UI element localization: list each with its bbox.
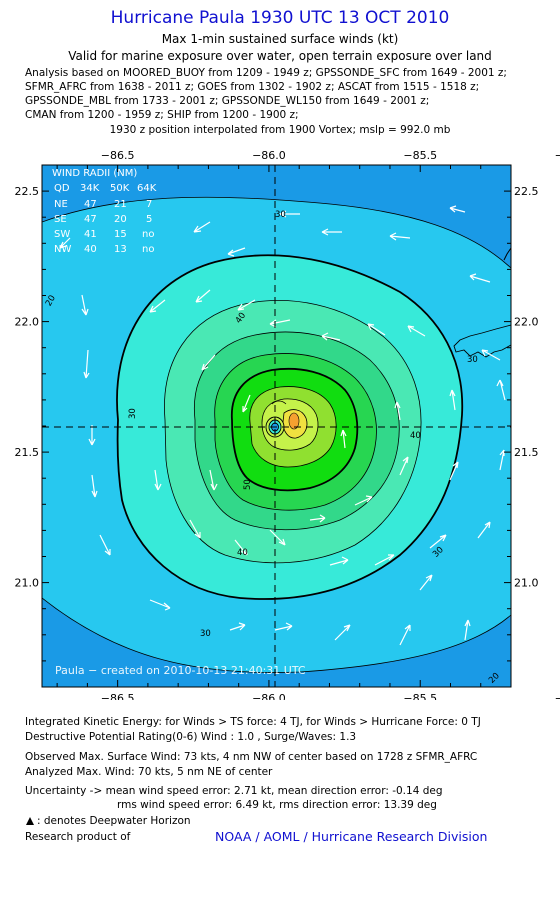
wind-radii-header: 50K [110,183,130,194]
longitude-label: −86.5 [101,149,135,162]
wind-radii-title: WIND RADII (NM) [52,168,137,179]
analysis-line: SFMR_AFRC from 1638 - 2011 z; GOES from … [25,81,480,93]
latitude-label: 21.0 [15,577,40,590]
wind-radii-cell: 7 [146,199,152,210]
interpolation-note: 1930 z position interpolated from 1900 V… [109,124,451,136]
wind-radii-cell: 15 [114,229,127,240]
deepwater-horizon-icon [26,817,34,825]
map-credit: Paula − created on 2010-10-13 21:40:31 U… [55,664,306,677]
eye-ring [271,400,287,405]
wind-radii-cell: 47 [84,214,97,225]
longitude-label: −86.5 [101,692,135,700]
wind-radii-cell: no [142,229,154,240]
latitude-label: 22.5 [15,185,40,198]
wind-radii-table: WIND RADII (NM) QD 34K 50K 64K NE 47 21 … [52,168,157,255]
wind-radii-header: 34K [80,183,100,194]
latitude-label: 21.5 [15,446,40,459]
wind-radii-cell: no [142,244,154,255]
contour-label: 30 [128,408,138,419]
observed-max-line: Observed Max. Surface Wind: 73 kts, 4 nm… [25,751,478,763]
analysis-line: Analysis based on MOORED_BUOY from 1209 … [25,67,507,79]
contour-label: 30 [200,629,211,639]
longitude-label: −85.5 [403,149,437,162]
contour-label: 40 [410,431,421,441]
longitude-label: −86.0 [252,149,286,162]
contour-label: 20 [44,294,58,308]
latitude-label: 21.5 [514,446,539,459]
wind-radii-cell: NW [54,244,71,255]
wind-vectors [59,205,506,646]
uncertainty-line: rms wind speed error: 6.49 kt, rms direc… [117,799,437,811]
wind-field-map: 20 30 40 30 30 40 40 30 30 20 50 WIND RA… [15,149,560,700]
wind-radii-header: 64K [137,183,157,194]
wind-radii-cell: NE [54,199,68,210]
contour-label: 30 [467,355,478,365]
longitude-label: −85.0 [555,149,560,162]
map-exposure-note: Valid for marine exposure over water, op… [68,49,492,63]
wind-radii-cell: SE [54,214,67,225]
coastline [503,247,511,261]
wind-radii-cell: 5 [146,214,152,225]
ike-line: Integrated Kinetic Energy: for Winds > T… [25,716,481,728]
analyzed-max-line: Analyzed Max. Wind: 70 kts, 5 nm NE of c… [25,766,273,778]
latitude-label: 21.0 [514,577,539,590]
longitude-label: −85.5 [403,692,437,700]
analysis-line: CMAN from 1200 - 1959 z; SHIP from 1200 … [25,109,299,121]
wind-max-core [288,412,300,430]
wind-radii-header: QD [54,183,70,194]
contour-label: 50 [243,479,253,490]
latitude-label: 22.0 [15,316,40,329]
contour-label: 40 [237,548,248,558]
axis-labels: −86.5 −86.5 −86.0 −86.0 −85.5 −85.5 −85.0 −85.0… [15,149,560,700]
uncertainty-line: Uncertainty -> mean wind speed error: 2.… [25,785,443,797]
axis-ticks [42,164,512,688]
wind-radii-cell: 40 [84,244,97,255]
map-title: Hurricane Paula 1930 UTC 13 OCT 2010 [110,8,450,28]
wind-radii-cell: SW [54,229,70,240]
wind-radii-cell: 47 [84,199,97,210]
wind-radii-cell: 20 [114,214,127,225]
longitude-label: −86.0 [252,692,286,700]
longitude-label: −85.0 [555,692,560,700]
wind-radii-cell: 41 [84,229,97,240]
land-mass-cuba [453,324,511,358]
latitude-label: 22.5 [514,185,539,198]
analysis-line: GPSSONDE_MBL from 1733 - 2001 z; GPSSOND… [25,95,430,107]
latitude-label: 22.0 [514,316,539,329]
dpr-line: Destructive Potential Rating(0-6) Wind :… [25,731,357,743]
wind-radii-cell: 21 [114,199,127,210]
deepwater-note: : denotes Deepwater Horizon [37,815,191,827]
wind-radii-cell: 13 [114,244,127,255]
research-label: Research product of [25,831,131,843]
map-subtitle: Max 1-min sustained surface winds (kt) [161,32,399,46]
noaa-link[interactable]: NOAA / AOML / Hurricane Research Divisio… [215,829,488,844]
contour-label: 30 [275,210,286,220]
